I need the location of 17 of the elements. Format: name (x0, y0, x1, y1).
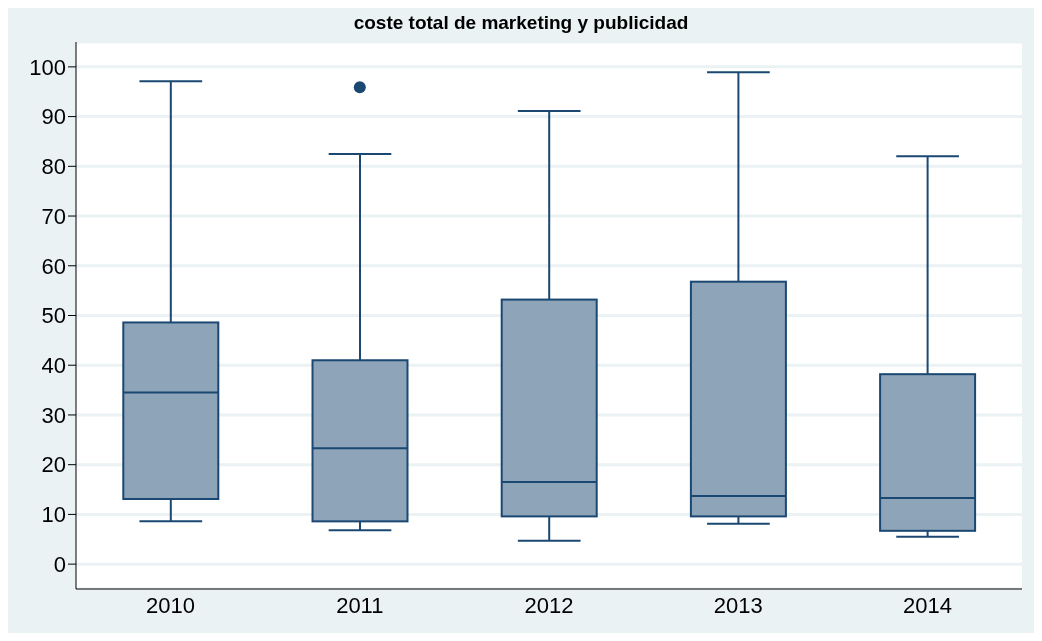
y-tick-label: 60 (41, 253, 66, 279)
x-tick-label: 2013 (713, 592, 763, 618)
y-tick-label: 50 (41, 303, 66, 329)
y-tick-label: 30 (41, 402, 66, 428)
y-tick-label: 80 (41, 154, 66, 180)
chart-title: coste total de marketing y publicidad (352, 11, 690, 35)
y-tick-label: 100 (29, 54, 66, 80)
y-tick-label: 40 (41, 353, 66, 379)
x-tick-label: 2012 (524, 592, 574, 618)
y-tick-label: 10 (41, 502, 66, 528)
y-tick-label: 20 (41, 452, 66, 478)
x-tick-label: 2014 (902, 592, 952, 618)
x-tick-label: 2010 (146, 592, 196, 618)
x-tick-label: 2011 (336, 592, 384, 618)
y-tick-label: 70 (41, 203, 66, 229)
y-tick-label: 0 (53, 551, 66, 577)
y-tick-label: 90 (41, 104, 66, 130)
